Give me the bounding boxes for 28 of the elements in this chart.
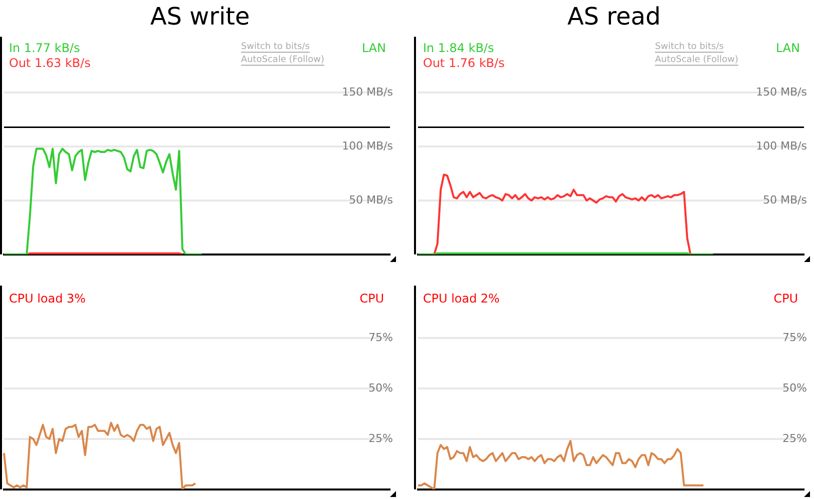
y-tick-label: 100 MB/s (756, 139, 808, 152)
annotation: Out 1.63 kB/s (9, 56, 91, 70)
annotation: Switch to bits/s (241, 42, 310, 52)
y-tick-label: 50% (782, 381, 807, 394)
y-tick-label: 100 MB/s (342, 139, 394, 152)
chart-title: AS write (150, 2, 250, 31)
annotation: In 1.77 kB/s (9, 40, 80, 55)
y-tick-label: 150 MB/s (342, 86, 394, 99)
annotation: LAN (362, 40, 386, 55)
chart-title: AS read (567, 2, 661, 31)
annotation: Out 1.76 kB/s (423, 56, 505, 70)
annotation: LAN (776, 40, 800, 55)
annotation: AutoScale (Follow) (241, 55, 324, 66)
y-tick-label: 25% (368, 432, 393, 445)
y-tick-label: 50 MB/s (349, 193, 394, 206)
annotation: CPU load 3% (9, 292, 86, 306)
annotation: AutoScale (Follow) (655, 55, 738, 66)
y-tick-label: 75% (782, 330, 807, 344)
y-tick-label: 50% (368, 381, 393, 394)
y-tick-label: 150 MB/s (756, 86, 808, 99)
y-tick-label: 75% (368, 330, 393, 344)
y-tick-label: 25% (782, 432, 807, 445)
y-tick-label: 50 MB/s (763, 193, 808, 206)
annotation: Switch to bits/s (655, 42, 724, 52)
annotation: In 1.84 kB/s (423, 40, 494, 55)
annotation: CPU (774, 292, 798, 306)
annotation: CPU load 2% (423, 292, 500, 306)
annotation: CPU (360, 292, 384, 306)
